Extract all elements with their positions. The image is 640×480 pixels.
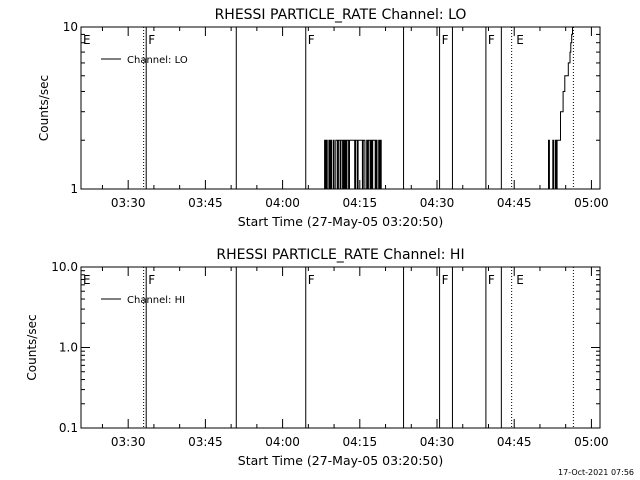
flag-label: F <box>488 33 495 47</box>
y-tick-label: 10 <box>63 20 78 34</box>
flag-label: E <box>516 33 524 47</box>
y-axis-label: Counts/sec <box>25 314 39 380</box>
x-tick-label: 03:30 <box>111 196 146 210</box>
timestamp: 17-Oct-2021 07:56 <box>558 468 634 477</box>
chart-title: RHESSI PARTICLE_RATE Channel: HI <box>216 247 464 263</box>
x-tick-label: 05:00 <box>574 196 609 210</box>
x-tick-label: 04:30 <box>420 196 455 210</box>
y-tick-label: 1 <box>70 182 78 196</box>
flag-label: F <box>148 33 155 47</box>
legend-label: Channel: HI <box>127 295 185 306</box>
x-tick-label: 04:00 <box>265 435 300 449</box>
x-tick-label: 03:30 <box>111 435 146 449</box>
y-tick-label: 0.1 <box>59 421 78 435</box>
y-tick-label: 1.0 <box>59 341 78 355</box>
legend-label: Channel: LO <box>127 55 188 66</box>
flag-label: E <box>83 33 91 47</box>
flag-label: F <box>308 33 315 47</box>
y-tick-label: 10.0 <box>51 260 78 274</box>
x-tick-label: 04:15 <box>343 196 378 210</box>
flag-label: E <box>83 273 91 287</box>
series-line <box>547 26 574 190</box>
chart-title: RHESSI PARTICLE_RATE Channel: LO <box>215 7 467 23</box>
x-tick-label: 04:15 <box>343 435 378 449</box>
flag-label: E <box>516 273 524 287</box>
x-tick-label: 04:30 <box>420 435 455 449</box>
x-tick-label: 04:00 <box>265 196 300 210</box>
x-axis-label: Start Time (27-May-05 03:20:50) <box>238 453 443 468</box>
x-tick-label: 04:45 <box>497 435 532 449</box>
x-axis-label: Start Time (27-May-05 03:20:50) <box>238 214 443 229</box>
flag-label: F <box>442 273 449 287</box>
x-tick-label: 03:45 <box>188 435 223 449</box>
plot-frame <box>80 266 601 429</box>
flag-label: F <box>488 273 495 287</box>
x-tick-label: 05:00 <box>574 435 609 449</box>
x-tick-label: 03:45 <box>188 196 223 210</box>
flag-label: F <box>148 273 155 287</box>
y-axis-label: Counts/sec <box>37 75 51 141</box>
x-tick-label: 04:45 <box>497 196 532 210</box>
flag-label: F <box>442 33 449 47</box>
series-line <box>323 139 383 190</box>
flag-label: F <box>308 273 315 287</box>
